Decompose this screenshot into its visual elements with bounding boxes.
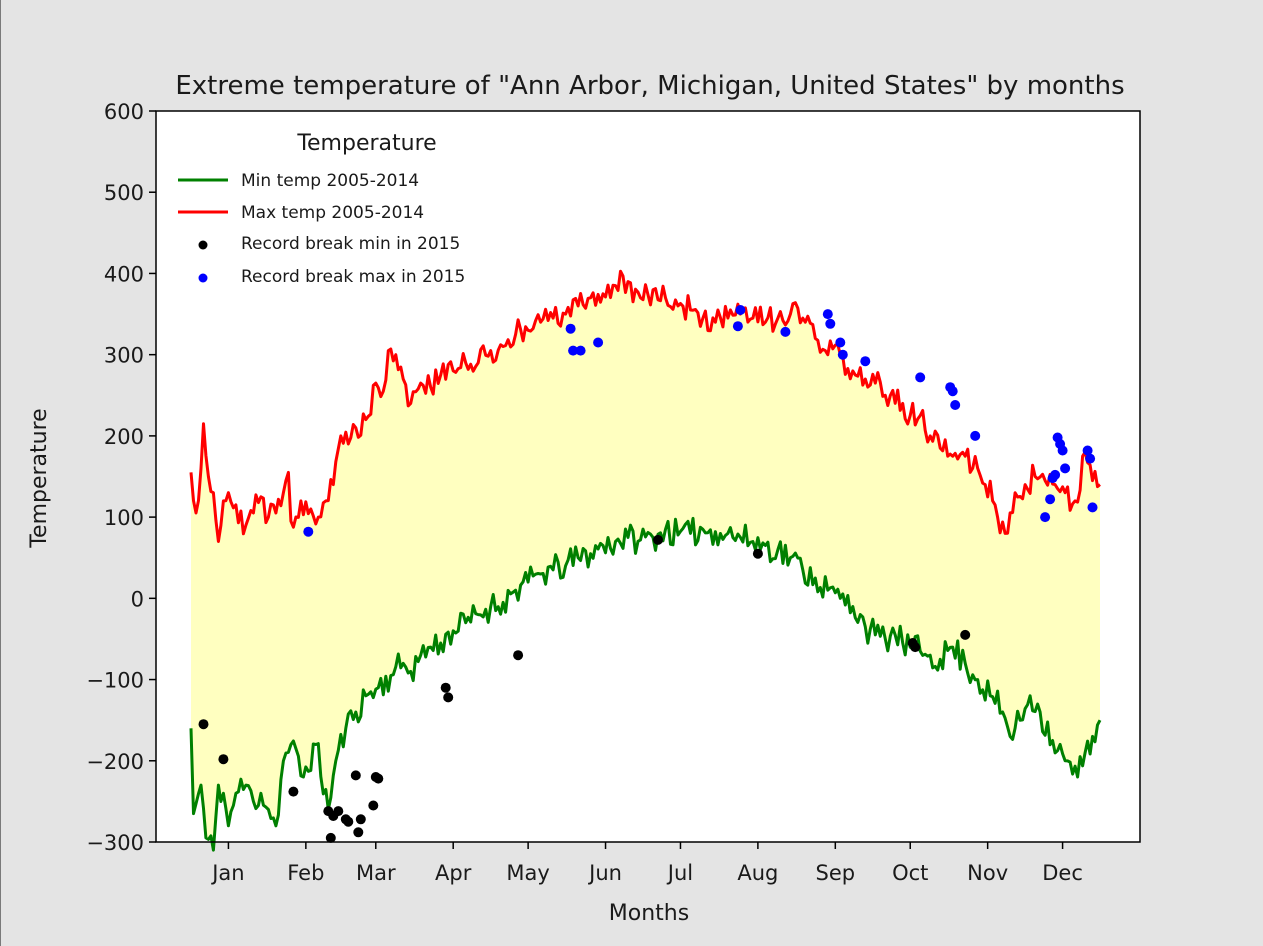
record-min-point (752, 548, 763, 559)
record-max-point (1040, 512, 1051, 523)
record-min-point (960, 629, 971, 640)
y-tick-label: 100 (104, 506, 144, 530)
y-tick-label: −100 (86, 669, 144, 693)
record-max-point (735, 305, 746, 315)
x-tick-label: Aug (737, 861, 778, 885)
y-axis-title: Temperature (27, 408, 52, 548)
x-tick-label: Apr (435, 861, 472, 885)
record-max-point (1050, 469, 1061, 480)
record-max-point (970, 430, 981, 441)
record-min-point (373, 773, 384, 784)
record-max-point (1085, 453, 1096, 464)
record-min-point (198, 719, 209, 730)
min-temp-line (189, 516, 1102, 852)
record-min-point (910, 642, 921, 653)
record-max-point (1045, 494, 1056, 505)
chart-title: Extreme temperature of "Ann Arbor, Michi… (175, 71, 1124, 101)
record-min-point (355, 814, 366, 825)
y-axis: 600 500 400 300 200 100 0 −100 −200 −300 (86, 100, 156, 855)
record-min-point (368, 800, 379, 811)
record-max-point (1057, 445, 1068, 456)
x-tick-label: Jun (587, 861, 622, 885)
record-min-point (653, 534, 663, 545)
x-tick-label: Jul (666, 861, 693, 885)
x-tick-label: Sep (816, 861, 856, 885)
x-axis: Jan Feb Mar Apr May Jun Jul Aug Sep Oct Nov Dec (210, 842, 1083, 885)
x-tick-label: Feb (287, 861, 324, 885)
x-tick-label: May (506, 861, 549, 885)
record-max-point (732, 321, 743, 332)
plot-frame (155, 110, 1141, 843)
x-tick-label: Oct (892, 861, 928, 885)
record-max-point (1087, 502, 1098, 513)
temperature-range-fill (191, 271, 1100, 851)
record-max-point (303, 526, 314, 537)
record-min-point (513, 650, 524, 661)
record-max-point (568, 345, 579, 356)
record-min-point (288, 786, 299, 797)
x-tick-label: Nov (967, 861, 1008, 885)
record-min-point (353, 827, 364, 838)
legend-max-label: Max temp 2005-2014 (241, 203, 424, 223)
record-max-points (303, 305, 1098, 537)
record-max-point (575, 345, 586, 356)
window-edge (0, 0, 1, 946)
record-min-point (350, 770, 361, 781)
x-tick-label: Dec (1042, 861, 1083, 885)
legend-title: Temperature (296, 131, 436, 156)
record-max-point (593, 337, 604, 348)
y-tick-label: 300 (104, 344, 144, 368)
legend-record-min-label: Record break min in 2015 (241, 234, 460, 254)
record-min-point (218, 754, 229, 765)
record-max-point (822, 309, 833, 320)
record-max-point (860, 356, 871, 367)
legend-record-min-marker (198, 240, 208, 250)
record-min-point (325, 832, 336, 843)
x-tick-label: Jan (210, 861, 244, 885)
y-tick-label: −300 (86, 831, 144, 855)
x-axis-title: Months (609, 901, 689, 926)
record-max-point (1082, 445, 1093, 456)
legend-min-label: Min temp 2005-2014 (241, 171, 419, 191)
record-min-point (333, 806, 344, 817)
record-max-point (565, 323, 576, 334)
record-min-point (343, 816, 354, 827)
legend-record-max-marker (198, 273, 208, 283)
record-max-point (825, 318, 836, 329)
record-max-point (947, 386, 958, 397)
y-tick-label: 0 (131, 587, 144, 611)
x-tick-label: Mar (356, 861, 396, 885)
y-tick-label: 500 (104, 181, 144, 205)
record-max-point (780, 326, 791, 337)
record-max-point (1060, 463, 1071, 474)
record-min-point (440, 682, 451, 693)
max-temp-line (189, 269, 1101, 543)
record-max-point (837, 349, 848, 360)
legend-record-max-label: Record break max in 2015 (241, 267, 465, 287)
record-min-point (443, 692, 454, 703)
record-min-points (198, 534, 971, 843)
y-tick-label: 400 (104, 262, 144, 286)
record-max-point (950, 400, 961, 410)
y-tick-label: −200 (86, 750, 144, 774)
y-tick-label: 200 (104, 425, 144, 449)
legend: Temperature Min temp 2005-2014 Max temp … (178, 131, 465, 287)
record-max-point (835, 337, 846, 348)
y-tick-label: 600 (104, 100, 144, 124)
record-max-point (915, 372, 926, 383)
